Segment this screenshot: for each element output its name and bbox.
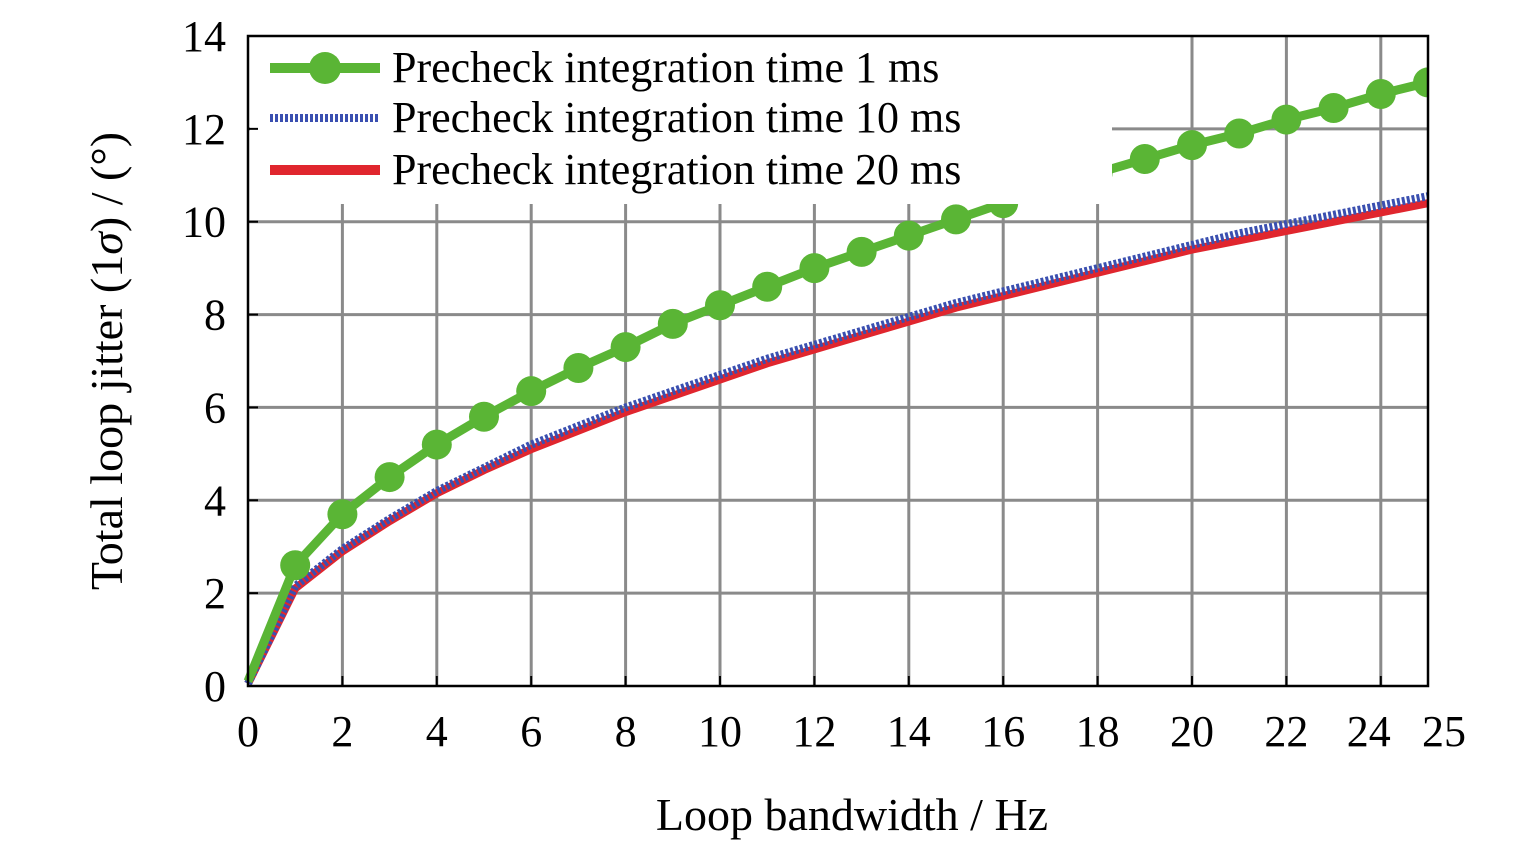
x-tick-label: 4 xyxy=(426,707,448,756)
legend-label: Precheck integration time 1 ms xyxy=(392,43,939,92)
x-tick-label: 18 xyxy=(1076,707,1120,756)
y-axis-title: Total loop jitter (1σ) / (°) xyxy=(81,132,132,590)
x-axis-title: Loop bandwidth / Hz xyxy=(656,789,1048,840)
series-point xyxy=(280,550,311,581)
series-point xyxy=(1129,144,1160,175)
x-tick-label: 22 xyxy=(1264,707,1308,756)
series-point xyxy=(1365,79,1396,110)
series-point xyxy=(563,352,594,383)
legend-entry: Precheck integration time 1 ms xyxy=(270,43,939,92)
series-point xyxy=(421,429,452,460)
y-tick-label: 8 xyxy=(204,291,226,340)
series-point xyxy=(846,236,877,267)
series-point xyxy=(799,253,830,284)
series-point xyxy=(752,271,783,302)
legend-label: Precheck integration time 10 ms xyxy=(392,93,961,142)
series-2 xyxy=(244,192,1428,686)
x-tick-label: 6 xyxy=(520,707,542,756)
series-point xyxy=(469,401,499,432)
x-tick-label: 8 xyxy=(615,707,637,756)
series-point xyxy=(893,220,924,251)
x-tick-label: 0 xyxy=(237,707,259,756)
x-tick-label: 24 xyxy=(1347,707,1391,756)
series-point xyxy=(941,204,971,235)
x-tick-label: 2 xyxy=(331,707,353,756)
legend-entry: Precheck integration time 10 ms xyxy=(270,93,961,142)
legend-box xyxy=(250,36,1112,204)
x-tick-label: 10 xyxy=(698,707,742,756)
series-point xyxy=(1271,104,1302,135)
series-point xyxy=(516,376,547,407)
series-point xyxy=(1224,118,1255,149)
y-tick-label: 2 xyxy=(204,569,226,618)
series-point xyxy=(610,332,641,363)
series-line xyxy=(244,192,1428,686)
legend-label: Precheck integration time 20 ms xyxy=(392,145,961,194)
y-tick-label: 4 xyxy=(204,476,226,525)
series-point xyxy=(1177,130,1207,161)
y-tick-label: 0 xyxy=(204,662,226,711)
series-point xyxy=(327,499,358,530)
y-tick-label: 14 xyxy=(182,12,226,61)
series-point xyxy=(1413,67,1428,98)
y-tick-label: 10 xyxy=(182,198,226,247)
x-tick-label: 25 xyxy=(1422,707,1466,756)
x-tick-label: 14 xyxy=(887,707,931,756)
y-axis-title-sigma: σ xyxy=(81,230,132,255)
series-point xyxy=(374,462,405,493)
x-tick-label: 12 xyxy=(792,707,836,756)
series-point xyxy=(657,308,688,339)
x-tick-label: 16 xyxy=(981,707,1025,756)
series-layer xyxy=(243,67,1428,686)
legend-swatch-marker xyxy=(309,52,341,84)
y-axis-title-main: Total loop jitter (1 xyxy=(81,255,132,590)
series-point xyxy=(705,290,735,321)
y-tick-label: 12 xyxy=(182,105,226,154)
legend-entry: Precheck integration time 20 ms xyxy=(270,145,961,194)
y-tick-label: 6 xyxy=(204,383,226,432)
y-axis-title-tail: ) / (°) xyxy=(81,132,132,232)
series-point xyxy=(1318,92,1349,123)
x-tick-label: 20 xyxy=(1170,707,1214,756)
plot-frame xyxy=(246,34,1430,688)
